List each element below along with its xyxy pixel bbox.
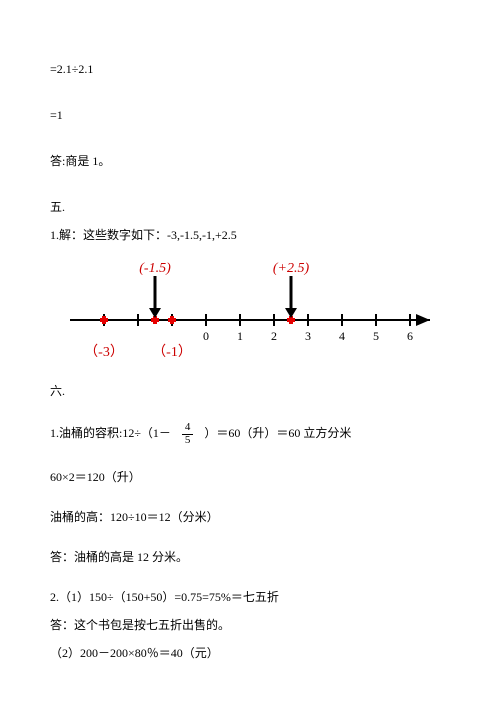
svg-text:（-1）: （-1） (152, 344, 192, 360)
svg-text:5: 5 (373, 329, 379, 343)
section-5-problem-1: 1.解：这些数字如下：-3,-1.5,-1,+2.5 (50, 226, 450, 244)
section-6-line-3: 油桶的高：120÷10＝12（分米） (50, 508, 450, 526)
section-5-heading: 五. (50, 198, 450, 216)
section-6-line-1: 1.油桶的容积:12÷（1－ 4 5 ）＝60（升）＝60 立方分米 (50, 422, 450, 446)
equation-line-1: =2.1÷2.1 (50, 60, 450, 78)
section-6-line-4: 答：油桶的高是 12 分米。 (50, 548, 450, 566)
section-6-line-7: （2）200－200×80％＝40（元） (50, 644, 450, 662)
section-6-heading: 六. (50, 382, 450, 400)
svg-text:（-3）: （-3） (84, 344, 124, 360)
svg-text:6: 6 (407, 329, 413, 343)
fraction-denominator: 5 (182, 435, 194, 447)
svg-text:(-1.5): (-1.5) (139, 261, 171, 276)
section-6-line-2: 60×2＝120（升） (50, 468, 450, 486)
section-6-line-6: 答：这个书包是按七五折出售的。 (50, 616, 450, 634)
svg-text:(+2.5): (+2.5) (273, 261, 310, 276)
answer-1: 答:商是 1。 (50, 152, 450, 170)
svg-text:1: 1 (237, 329, 243, 343)
number-line-svg: 0 1 2 3 4 5 6 (-1.5) (+2.5) （-3） （-1） (50, 254, 450, 364)
p6-1a-text: 1.油桶的容积:12÷（1－ (50, 426, 171, 440)
svg-text:3: 3 (305, 329, 311, 343)
svg-text:0: 0 (203, 329, 209, 343)
equation-line-2: =1 (50, 106, 450, 124)
fraction-4-5: 4 5 (182, 422, 194, 446)
p6-1b-text: ）＝60（升）＝60 立方分米 (204, 426, 351, 440)
fraction-numerator: 4 (182, 422, 194, 435)
svg-text:4: 4 (339, 329, 345, 343)
section-6-line-5: 2.（1）150÷（150+50）=0.75=75%＝七五折 (50, 588, 450, 606)
number-line-diagram: 0 1 2 3 4 5 6 (-1.5) (+2.5) （-3） （-1） (50, 254, 450, 364)
svg-text:2: 2 (271, 329, 277, 343)
